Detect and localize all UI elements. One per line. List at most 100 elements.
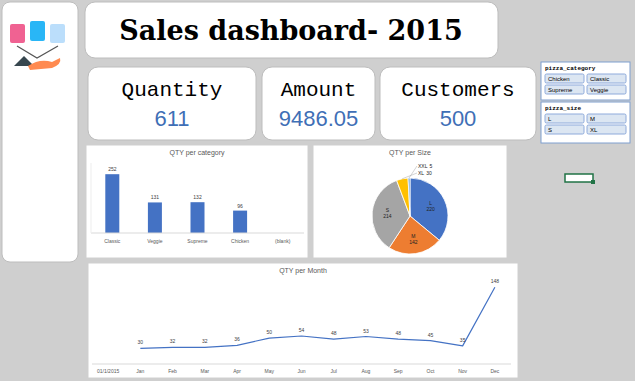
tick-label: Supreme — [187, 238, 208, 244]
chart-panel: QTY per SizeL220M142S214XL30XXL5 — [313, 145, 507, 258]
tick-label: Jan — [136, 368, 144, 374]
kpi-card: Customers 500 — [380, 67, 536, 140]
slicer-box — [541, 102, 630, 143]
tick-label: Chicken — [231, 238, 249, 244]
selection-handle — [565, 174, 593, 182]
data-label: 36 — [234, 336, 240, 342]
bars — [105, 174, 247, 233]
chart-title: QTY per category — [169, 149, 225, 157]
chart-title: QTY per Size — [389, 149, 431, 157]
data-label: 5 — [429, 163, 432, 169]
slicer-button[interactable] — [545, 114, 584, 123]
slicer-button[interactable] — [587, 125, 626, 134]
kpi-box — [380, 67, 536, 140]
data-label: 252 — [108, 166, 117, 172]
tick-label: Feb — [168, 368, 177, 374]
slicer-button[interactable] — [545, 125, 584, 134]
leader-line — [409, 166, 417, 178]
lines — [140, 287, 495, 348]
dashboard: Sales dashboard- 2015 Quantity 611 Amount94… — [0, 0, 635, 381]
line-series — [140, 287, 495, 348]
slicer: pizza_size L M S XL — [541, 102, 630, 143]
slicer-item[interactable]: Veggie — [590, 87, 609, 93]
data-label: 53 — [363, 328, 369, 334]
kpi-box — [262, 67, 375, 140]
data-label: 35 — [460, 337, 466, 343]
data-label: 131 — [151, 194, 160, 200]
chart-panel: QTY per Month303232365054485348453514801… — [88, 263, 518, 378]
x-axis — [91, 233, 304, 234]
slicer-item[interactable]: M — [590, 116, 595, 122]
slicer-button[interactable] — [587, 114, 626, 123]
kpi-card: Quantity 611 — [88, 67, 256, 140]
kpi-value: 611 — [154, 106, 189, 131]
tick-label: Sep — [394, 368, 403, 374]
data-label: 30 — [426, 170, 432, 176]
tick-label: May — [265, 368, 275, 374]
slicer-button[interactable] — [587, 85, 626, 94]
kpi-label: Quantity — [122, 79, 223, 102]
tick-label: Mar — [200, 368, 209, 374]
data-label: 50 — [266, 329, 272, 335]
pie-slice — [397, 178, 410, 216]
data-label-group: XL30 — [418, 170, 432, 176]
tick-label: Nov — [458, 368, 467, 374]
data-label: 96 — [237, 203, 243, 209]
icon-doc — [50, 24, 65, 43]
kpi-label: Customers — [401, 79, 514, 102]
data-label: 132 — [193, 194, 202, 200]
data-label-category: XXL — [418, 163, 428, 169]
slicer-button[interactable] — [545, 74, 584, 83]
slicer-item[interactable]: Classic — [590, 76, 609, 82]
icon-doc — [10, 24, 25, 43]
kpi-box — [88, 67, 256, 140]
bar — [233, 211, 247, 233]
data-label-group: XXL5 — [418, 163, 432, 169]
slicer-box — [541, 62, 630, 100]
data-label: 32 — [202, 338, 208, 344]
slicer-item[interactable]: Chicken — [548, 76, 570, 82]
kpi-card: Amount9486.05 — [262, 67, 375, 140]
data-label-category: XL — [418, 170, 424, 176]
side-panel — [2, 2, 78, 262]
tick-label: Aug — [362, 368, 371, 374]
selection-handle — [591, 180, 595, 184]
tick-label: Jul — [331, 368, 337, 374]
data-label: 54 — [299, 327, 305, 333]
slicer-button[interactable] — [545, 85, 584, 94]
kpi-label: Amount — [281, 79, 357, 102]
canvas: Sales dashboard- 2015 Quantity 611 Amount94… — [0, 0, 635, 381]
kpi-value: 500 — [440, 106, 477, 131]
data-label: 220 — [426, 206, 435, 212]
chart-area — [313, 145, 507, 258]
data-label: 48 — [395, 330, 401, 336]
slicer-title: pizza_category — [545, 65, 596, 72]
tick-label: Oct — [427, 368, 435, 374]
title-box — [85, 2, 498, 58]
bar — [148, 202, 162, 233]
tick-label: Apr — [233, 368, 241, 374]
slicer-item[interactable]: S — [548, 127, 552, 133]
tick-label: Classic — [104, 238, 121, 244]
bar — [105, 174, 119, 233]
slicer-title: pizza_size — [545, 105, 581, 112]
data-label: 148 — [491, 278, 500, 284]
dashboard-title: Sales dashboard- 2015 — [119, 15, 462, 46]
slicer-item[interactable]: L — [548, 116, 552, 122]
tick-label: 01/1/2015 — [97, 368, 119, 374]
data-label: 32 — [170, 338, 176, 344]
logo-icon — [10, 21, 65, 70]
data-label: 214 — [383, 213, 392, 219]
tick-label: Veggie — [147, 238, 163, 244]
chart-area — [86, 145, 308, 258]
data-label: 142 — [409, 239, 418, 245]
chart-title: QTY per Month — [279, 267, 327, 275]
icon-line — [17, 46, 58, 58]
slicer-button[interactable] — [587, 74, 626, 83]
slicer-item[interactable]: Supreme — [548, 87, 573, 93]
icon-doc — [30, 21, 45, 41]
data-label: 30 — [138, 339, 144, 345]
slicer-item[interactable]: XL — [590, 127, 598, 133]
range-edge — [91, 163, 92, 233]
slicer: pizza_category Chicken Classic Supreme Veggi… — [541, 62, 630, 100]
